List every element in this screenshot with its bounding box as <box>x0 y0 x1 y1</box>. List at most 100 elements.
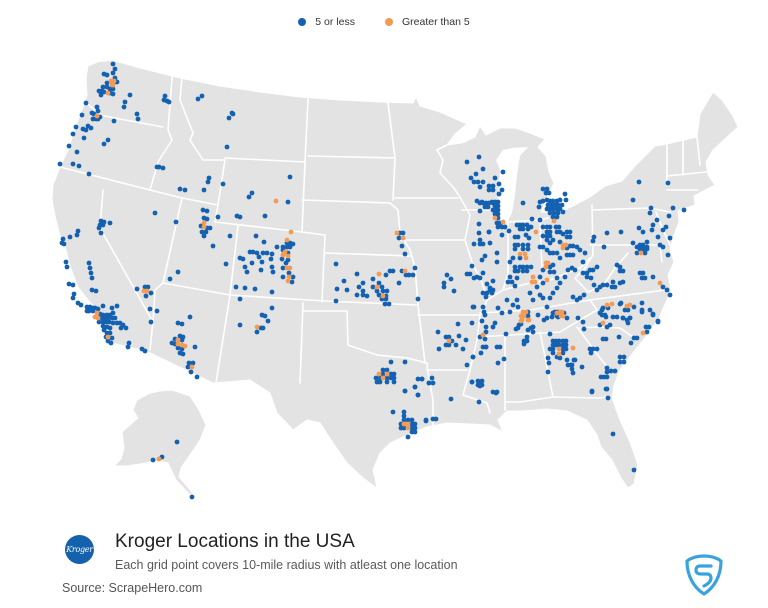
location-dot-five-or-less <box>182 187 188 193</box>
location-dot-five-or-less <box>660 227 666 233</box>
location-dot-five-or-less <box>577 247 583 253</box>
location-dot-five-or-less <box>455 321 461 327</box>
location-dot-five-or-less <box>510 255 516 261</box>
location-dot-five-or-less <box>86 308 92 314</box>
location-dot-five-or-less <box>640 229 646 235</box>
location-dot-five-or-less <box>280 274 286 280</box>
location-dot-five-or-less <box>180 351 186 357</box>
location-dot-five-or-less <box>468 175 474 181</box>
location-dot-five-or-less <box>557 239 563 245</box>
location-dot-five-or-less <box>179 337 185 343</box>
location-dot-five-or-less <box>109 335 115 341</box>
location-dot-five-or-less <box>625 307 631 313</box>
location-dot-five-or-less <box>401 413 407 419</box>
kroger-logo-icon: Kroger <box>65 535 94 564</box>
legend-item-five-or-less[interactable]: 5 or less <box>298 16 355 28</box>
legend-item-greater-than-five[interactable]: Greater than 5 <box>384 16 470 28</box>
location-dot-five-or-less <box>610 279 616 285</box>
location-dot-five-or-less <box>670 205 676 211</box>
location-dot-five-or-less <box>477 237 483 243</box>
location-dot-five-or-less <box>101 141 107 147</box>
location-dot-five-or-less <box>594 346 600 352</box>
location-dot-five-or-less <box>444 272 450 278</box>
location-dot-five-or-less <box>74 149 80 155</box>
location-dot-five-or-less <box>167 276 173 282</box>
location-dot-five-or-less <box>441 280 447 286</box>
location-dot-five-or-less <box>510 302 516 308</box>
location-dot-five-or-less <box>607 322 613 328</box>
location-dot-greater-than-five <box>492 215 498 221</box>
location-dot-five-or-less <box>477 184 483 190</box>
location-dot-five-or-less <box>640 242 646 248</box>
location-dot-five-or-less <box>127 92 133 98</box>
location-dot-five-or-less <box>640 246 646 252</box>
location-dot-five-or-less <box>470 304 476 310</box>
location-dot-greater-than-five <box>94 113 100 119</box>
location-dot-five-or-less <box>383 272 389 278</box>
location-dot-five-or-less <box>463 337 469 343</box>
location-dot-five-or-less <box>377 379 383 385</box>
location-dot-five-or-less <box>74 232 80 238</box>
location-dot-five-or-less <box>175 269 181 275</box>
location-dot-greater-than-five <box>523 255 529 261</box>
location-dot-five-or-less <box>388 359 394 365</box>
scrapehero-shield-icon <box>685 554 723 596</box>
location-dot-five-or-less <box>630 240 636 246</box>
location-dot-five-or-less <box>100 84 106 90</box>
location-dot-five-or-less <box>86 260 92 266</box>
subtitle: Each grid point covers 10-mile radius wi… <box>115 558 458 572</box>
location-dot-five-or-less <box>489 290 495 296</box>
location-dot-five-or-less <box>495 360 501 366</box>
location-dot-five-or-less <box>497 344 503 350</box>
location-dot-five-or-less <box>631 304 637 310</box>
location-dot-five-or-less <box>143 293 149 299</box>
location-dot-greater-than-five <box>288 229 294 235</box>
location-dot-five-or-less <box>557 197 563 203</box>
location-dot-five-or-less <box>279 256 285 262</box>
location-dot-five-or-less <box>639 300 645 306</box>
location-dot-five-or-less <box>401 425 407 431</box>
location-dot-five-or-less <box>364 293 370 299</box>
location-dot-five-or-less <box>67 234 73 240</box>
location-dot-five-or-less <box>544 304 550 310</box>
location-dot-five-or-less <box>134 111 140 117</box>
location-dot-five-or-less <box>473 171 479 177</box>
location-dot-five-or-less <box>554 285 560 291</box>
location-dot-five-or-less <box>269 289 275 295</box>
location-dot-five-or-less <box>199 93 205 99</box>
location-dot-greater-than-five <box>560 313 566 319</box>
location-dot-five-or-less <box>83 127 89 133</box>
location-dot-five-or-less <box>419 376 425 382</box>
lake-michigan-shape <box>496 147 528 224</box>
location-dot-five-or-less <box>188 369 194 375</box>
location-dot-five-or-less <box>448 276 454 282</box>
location-dot-five-or-less <box>647 210 653 216</box>
location-dot-five-or-less <box>525 226 531 232</box>
location-dot-five-or-less <box>90 308 96 314</box>
location-dot-five-or-less <box>590 267 596 273</box>
location-dot-five-or-less <box>435 329 441 335</box>
legend-label: Greater than 5 <box>401 16 470 28</box>
location-dot-five-or-less <box>520 200 526 206</box>
location-dot-five-or-less <box>81 135 87 141</box>
location-dot-five-or-less <box>557 255 563 261</box>
location-dot-five-or-less <box>64 264 70 270</box>
location-dot-five-or-less <box>179 321 185 327</box>
location-dot-greater-than-five <box>551 218 557 224</box>
location-dot-five-or-less <box>655 319 661 325</box>
location-dot-greater-than-five <box>500 219 506 225</box>
location-dot-five-or-less <box>681 207 687 213</box>
location-dot-five-or-less <box>89 275 95 281</box>
location-dot-five-or-less <box>391 379 397 385</box>
location-dot-greater-than-five <box>480 332 486 338</box>
location-dot-five-or-less <box>545 355 551 361</box>
location-dot-five-or-less <box>588 350 594 356</box>
location-dot-five-or-less <box>396 235 402 241</box>
location-dot-five-or-less <box>563 197 569 203</box>
location-dot-five-or-less <box>540 186 546 192</box>
location-dot-five-or-less <box>360 288 366 294</box>
location-dot-five-or-less <box>150 457 156 463</box>
location-dot-five-or-less <box>520 264 526 270</box>
location-dot-five-or-less <box>429 375 435 381</box>
legend: 5 or less Greater than 5 <box>0 16 768 28</box>
